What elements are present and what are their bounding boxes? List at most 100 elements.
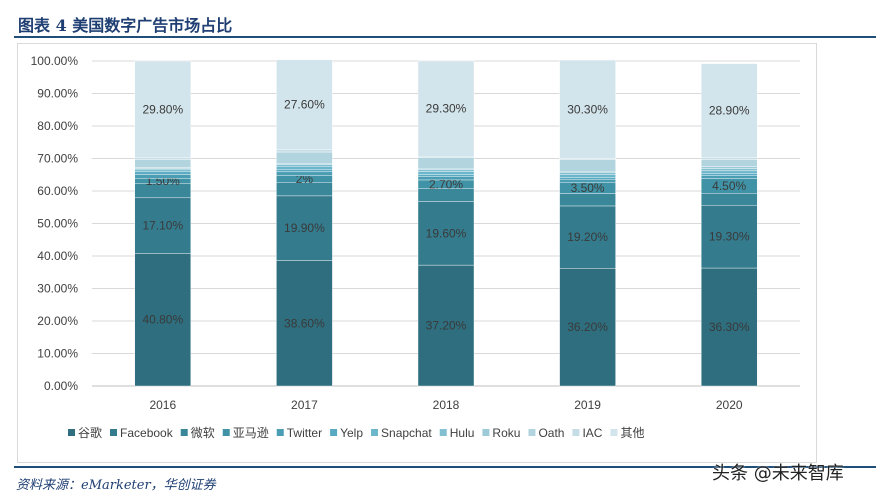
legend-swatch [610, 429, 618, 436]
data-label: 4.50% [712, 179, 746, 193]
legend-label: Oath [538, 426, 564, 440]
data-label: 27.60% [284, 98, 325, 112]
legend-label: 亚马逊 [233, 426, 269, 440]
bar-segment [276, 164, 333, 167]
data-label: 40.80% [142, 313, 183, 327]
legend-swatch [371, 429, 379, 436]
bar-segment [559, 159, 616, 172]
y-tick-label: 40.00% [37, 249, 78, 263]
data-label: 19.30% [709, 230, 750, 244]
bar-segment [134, 171, 192, 175]
legend-label: IAC [582, 426, 602, 440]
x-tick-label: 2017 [291, 398, 318, 412]
y-tick-label: 60.00% [37, 184, 78, 198]
title-bar: 图表 4 美国数字广告市场占比 [14, 8, 876, 38]
y-tick-label: 70.00% [37, 152, 78, 166]
bar-segment [701, 166, 758, 169]
bar-segment [276, 149, 333, 153]
legend-swatch [439, 429, 447, 436]
source-note: 资料来源：eMarketer，华创证券 [16, 478, 216, 493]
data-label: 29.80% [142, 102, 183, 116]
y-tick-label: 0.00% [44, 379, 78, 393]
bar-segment [417, 171, 475, 175]
bar-segment [134, 60, 192, 159]
bar-segment [417, 201, 475, 266]
y-tick-label: 10.00% [37, 347, 78, 361]
y-tick-label: 20.00% [37, 314, 78, 328]
legend-label: Twitter [287, 426, 322, 440]
bar-segment [559, 193, 616, 207]
bar-segment [276, 59, 333, 150]
legend-swatch [68, 429, 75, 436]
y-tick-label: 100.00% [31, 54, 79, 68]
bar-segment [701, 159, 758, 167]
stacked-bar-chart: 0.00% 10.00% 20.00% 30.00% 40.00% 50.00% 60.00… [31, 54, 800, 440]
legend-swatch [276, 429, 284, 436]
bar-segment [701, 170, 758, 174]
bar-segment [417, 60, 475, 157]
bar-segment [417, 174, 475, 177]
data-label: 2.70% [429, 177, 463, 191]
bar-segment [417, 264, 475, 387]
x-tick-label: 2019 [574, 398, 601, 412]
data-label: 36.20% [567, 320, 608, 334]
bar-segment [559, 268, 616, 387]
bar-segment [134, 159, 192, 168]
x-tick-label: 2020 [716, 398, 743, 412]
bar-segment [134, 253, 192, 387]
bar-segment [701, 157, 758, 160]
legend-swatch [482, 429, 490, 436]
bar-segment [701, 193, 758, 206]
y-tick-label: 90.00% [37, 87, 78, 101]
bar-segment [559, 205, 616, 269]
legend-swatch [222, 429, 230, 436]
chart-frame: 0.00% 10.00% 20.00% 30.00% 40.00% 50.00% 60.00… [17, 43, 817, 463]
legend-label: 其他 [620, 426, 644, 440]
bar-segment [701, 205, 758, 269]
bar-segment [559, 170, 616, 174]
bar-segment [701, 173, 758, 176]
legend-swatch [572, 429, 580, 436]
y-tick-label: 30.00% [37, 282, 78, 296]
bar-segment [559, 179, 616, 183]
bar-segment [276, 151, 333, 164]
data-label: 38.60% [284, 316, 325, 330]
legend-swatch [110, 429, 118, 436]
footer-divider [14, 466, 876, 468]
bar-segment [559, 177, 616, 180]
bar-segment [701, 168, 758, 172]
legend-label: 谷歌 [78, 425, 102, 440]
data-label: 37.20% [426, 319, 467, 333]
bar-segment [559, 174, 616, 178]
legend-label: Yelp [340, 426, 363, 440]
bar-segment [134, 169, 192, 173]
data-label: 3.50% [571, 181, 605, 195]
bar-segment [134, 197, 192, 254]
bar-segment [276, 169, 333, 173]
bar-segment [276, 166, 333, 170]
bar-segment [701, 175, 758, 179]
bar-segment [134, 157, 192, 160]
data-label: 28.90% [709, 104, 750, 118]
bar-segment [417, 157, 475, 169]
bar-segment [701, 63, 758, 158]
bar-segment [276, 195, 333, 261]
bar-segment [417, 176, 475, 181]
data-label: 30.30% [567, 102, 608, 116]
bar-segment [559, 59, 616, 159]
data-label: 29.30% [426, 102, 467, 116]
bar-segment [417, 169, 475, 172]
legend-swatch [180, 429, 188, 436]
legend-label: Snapchat [381, 426, 432, 440]
legend-label: Facebook [120, 426, 174, 440]
data-label: 19.90% [284, 221, 325, 235]
y-tick-label: 50.00% [37, 217, 78, 231]
bar-segment [276, 171, 333, 176]
legend-label: Hulu [450, 426, 475, 440]
data-label: 36.30% [709, 320, 750, 334]
bar-segment [559, 172, 616, 175]
bar-segment [276, 260, 333, 387]
x-tick-label: 2018 [433, 398, 460, 412]
x-tick-label: 2016 [149, 398, 176, 412]
legend-swatch [528, 429, 536, 436]
